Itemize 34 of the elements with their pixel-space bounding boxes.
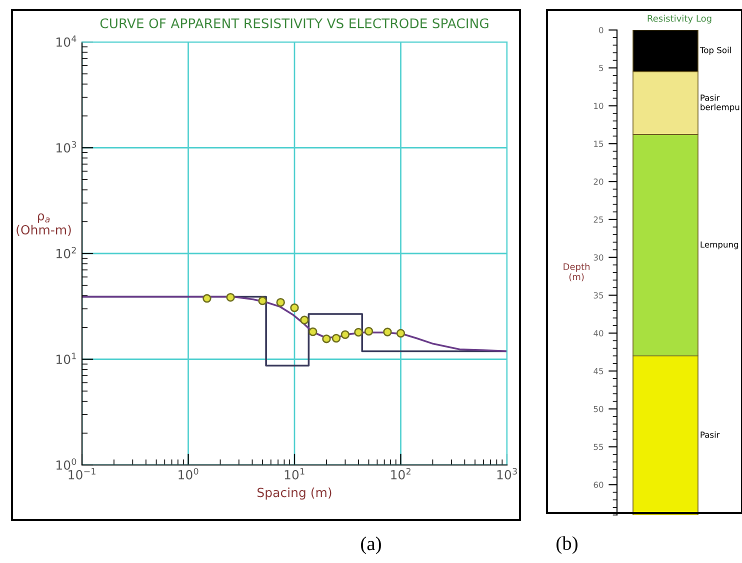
y-tick-label: 20 (594, 178, 604, 185)
y-tick-label: 50 (594, 406, 604, 412)
y-tick-label: 40 (594, 330, 604, 336)
y-tick-label: 60 (594, 482, 604, 488)
y-tick-label: 0 (599, 26, 604, 34)
x-tick-label: 10$^{1}$ (284, 468, 304, 480)
chart-title: CURVE OF APPARENT RESISTIVITY VS ELECTRODE SPACING (100, 18, 488, 28)
y-axis-title: Depth (m) (564, 263, 590, 282)
y-tick-label: 10 (594, 102, 604, 110)
series-label: Pasir (700, 431, 720, 438)
y-tick-label: 45 (594, 368, 604, 374)
text: (b) (556, 536, 578, 554)
x-tick-label: 10$^{2}$ (391, 468, 410, 480)
y-tick-label: 10$^{1}$ (56, 352, 76, 364)
y-tick-label: 10$^{3}$ (56, 141, 76, 153)
chart-title: Resistivity Log (648, 14, 712, 24)
y-tick-label: 25 (594, 216, 604, 223)
x-tick-label: 10$^{3}$ (497, 468, 517, 480)
x-tick-label: 10$^{0}$ (178, 468, 198, 480)
series-label: Top Soil (700, 46, 731, 55)
x-axis-title: Spacing (m) (258, 488, 332, 500)
series-label: Pasir berlempu (700, 94, 740, 112)
y-tick-label: 30 (594, 254, 604, 261)
y-tick-label: 5 (599, 64, 604, 72)
series-label: Lempung (700, 241, 738, 250)
y-tick-label: 35 (594, 292, 604, 299)
x-tick-label: 10$^{−1}$ (68, 468, 96, 480)
y-tick-label: 10$^{2}$ (56, 246, 76, 258)
y-tick-label: 55 (594, 444, 604, 450)
text: (a) (361, 536, 381, 554)
y-tick-label: 15 (594, 140, 604, 147)
y-axis-title: ρ$_{a}$ (Ohm-m) (16, 213, 71, 236)
y-tick-label: 10$^{4}$ (56, 36, 76, 47)
y-tick-label: 10$^{0}$ (56, 458, 76, 470)
